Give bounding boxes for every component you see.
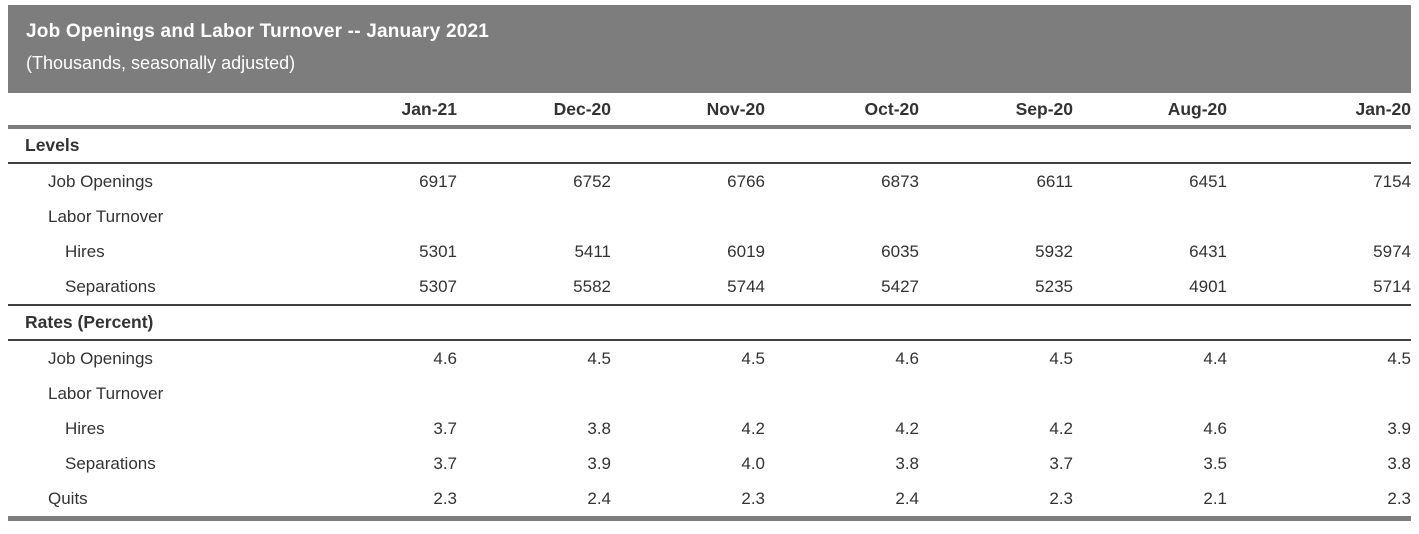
- row-label: Labor Turnover: [48, 207, 164, 226]
- cell-value: 5301: [419, 242, 457, 261]
- cell-value: 5714: [1373, 277, 1411, 296]
- table-row-rates-separations: Separations 3.7 3.9 4.0 3.8 3.7 3.5 3.8: [8, 446, 1411, 481]
- cell-value: [457, 376, 611, 411]
- cell-value: 3.5: [1203, 454, 1227, 473]
- cell-value: 5235: [1035, 277, 1073, 296]
- cell-value: 5932: [1035, 242, 1073, 261]
- row-label: Hires: [65, 419, 105, 438]
- cell-value: 5427: [881, 277, 919, 296]
- cell-value: 2.3: [1387, 489, 1411, 508]
- column-header-nov-20: Nov-20: [611, 93, 765, 129]
- row-label: Separations: [65, 454, 156, 473]
- cell-value: 4.6: [895, 349, 919, 368]
- row-label: Job Openings: [48, 172, 153, 191]
- table-row-rates-hires: Hires 3.7 3.8 4.2 4.2 4.2 4.6 3.9: [8, 411, 1411, 446]
- cell-value: 5582: [573, 277, 611, 296]
- section-heading-label: Rates (Percent): [8, 304, 1411, 341]
- column-header-oct-20: Oct-20: [765, 93, 919, 129]
- cell-value: 4.6: [1203, 419, 1227, 438]
- column-header-jan-20: Jan-20: [1227, 93, 1411, 129]
- cell-value: 2.3: [741, 489, 765, 508]
- cell-value: 7154: [1373, 172, 1411, 191]
- cell-value: 6917: [419, 172, 457, 191]
- cell-value: 4.6: [433, 349, 457, 368]
- cell-value: 5744: [727, 277, 765, 296]
- cell-value: 4.2: [1049, 419, 1073, 438]
- page-subtitle: (Thousands, seasonally adjusted): [26, 53, 296, 73]
- row-label: Separations: [65, 277, 156, 296]
- cell-value: [611, 199, 765, 234]
- cell-value: [303, 199, 457, 234]
- cell-value: [919, 376, 1073, 411]
- cell-value: 5411: [574, 242, 611, 261]
- page-header: Job Openings and Labor Turnover -- Janua…: [8, 5, 1411, 93]
- jolts-data-table: Jan-21 Dec-20 Nov-20 Oct-20 Sep-20 Aug-2…: [8, 93, 1411, 521]
- cell-value: 6035: [881, 242, 919, 261]
- cell-value: 3.9: [1387, 419, 1411, 438]
- cell-value: 2.1: [1203, 489, 1227, 508]
- table-row-rates-quits: Quits 2.3 2.4 2.3 2.4 2.3 2.1 2.3: [8, 481, 1411, 519]
- cell-value: [919, 199, 1073, 234]
- table-row-levels-labor-turnover: Labor Turnover: [8, 199, 1411, 234]
- table-row-levels-separations: Separations 5307 5582 5744 5427 5235 490…: [8, 269, 1411, 305]
- cell-value: [765, 376, 919, 411]
- column-header-spacer: [8, 93, 303, 129]
- cell-value: 4.4: [1203, 349, 1227, 368]
- cell-value: [1073, 376, 1227, 411]
- column-header-jan-21: Jan-21: [303, 93, 457, 129]
- section-heading-label: Levels: [8, 126, 1411, 164]
- cell-value: [1227, 376, 1411, 411]
- table-row-levels-hires: Hires 5301 5411 6019 6035 5932 6431 5974: [8, 234, 1411, 269]
- cell-value: 4.5: [1387, 349, 1411, 368]
- cell-value: 6766: [727, 172, 765, 191]
- row-label: Labor Turnover: [48, 384, 164, 403]
- cell-value: 3.8: [587, 419, 611, 438]
- cell-value: 3.8: [1387, 454, 1411, 473]
- section-heading-levels: Levels: [8, 126, 1411, 164]
- column-header-sep-20: Sep-20: [919, 93, 1073, 129]
- table-row-rates-job-openings: Job Openings 4.6 4.5 4.5 4.6 4.5 4.4 4.5: [8, 340, 1411, 376]
- cell-value: [611, 376, 765, 411]
- cell-value: [765, 199, 919, 234]
- cell-value: 4.5: [1049, 349, 1073, 368]
- cell-value: 3.7: [1049, 454, 1073, 473]
- column-header-aug-20: Aug-20: [1073, 93, 1227, 129]
- column-header-row: Jan-21 Dec-20 Nov-20 Oct-20 Sep-20 Aug-2…: [8, 93, 1411, 129]
- cell-value: [457, 199, 611, 234]
- cell-value: 6752: [573, 172, 611, 191]
- cell-value: 4.5: [741, 349, 765, 368]
- page: Job Openings and Labor Turnover -- Janua…: [8, 5, 1411, 521]
- cell-value: 2.4: [895, 489, 919, 508]
- cell-value: 4.5: [587, 349, 611, 368]
- cell-value: 6873: [881, 172, 919, 191]
- row-label: Quits: [48, 489, 88, 508]
- cell-value: 4.2: [741, 419, 765, 438]
- page-title: Job Openings and Labor Turnover -- Janua…: [26, 21, 490, 42]
- cell-value: 5307: [419, 277, 457, 296]
- cell-value: 5974: [1373, 242, 1411, 261]
- cell-value: [1073, 199, 1227, 234]
- cell-value: 6019: [727, 242, 765, 261]
- cell-value: 6611: [1036, 172, 1073, 191]
- cell-value: 6451: [1189, 172, 1227, 191]
- cell-value: 3.7: [433, 454, 457, 473]
- cell-value: 2.4: [587, 489, 611, 508]
- cell-value: 3.9: [587, 454, 611, 473]
- cell-value: 6431: [1189, 242, 1227, 261]
- row-label: Job Openings: [48, 349, 153, 368]
- row-label: Hires: [65, 242, 105, 261]
- section-heading-rates: Rates (Percent): [8, 304, 1411, 341]
- table-row-rates-labor-turnover: Labor Turnover: [8, 376, 1411, 411]
- cell-value: 3.7: [433, 419, 457, 438]
- cell-value: 2.3: [433, 489, 457, 508]
- cell-value: 3.8: [895, 454, 919, 473]
- cell-value: 2.3: [1049, 489, 1073, 508]
- column-header-dec-20: Dec-20: [457, 93, 611, 129]
- cell-value: 4901: [1189, 277, 1227, 296]
- cell-value: [303, 376, 457, 411]
- cell-value: 4.2: [895, 419, 919, 438]
- table-row-levels-job-openings: Job Openings 6917 6752 6766 6873 6611 64…: [8, 163, 1411, 199]
- cell-value: [1227, 199, 1411, 234]
- cell-value: 4.0: [741, 454, 765, 473]
